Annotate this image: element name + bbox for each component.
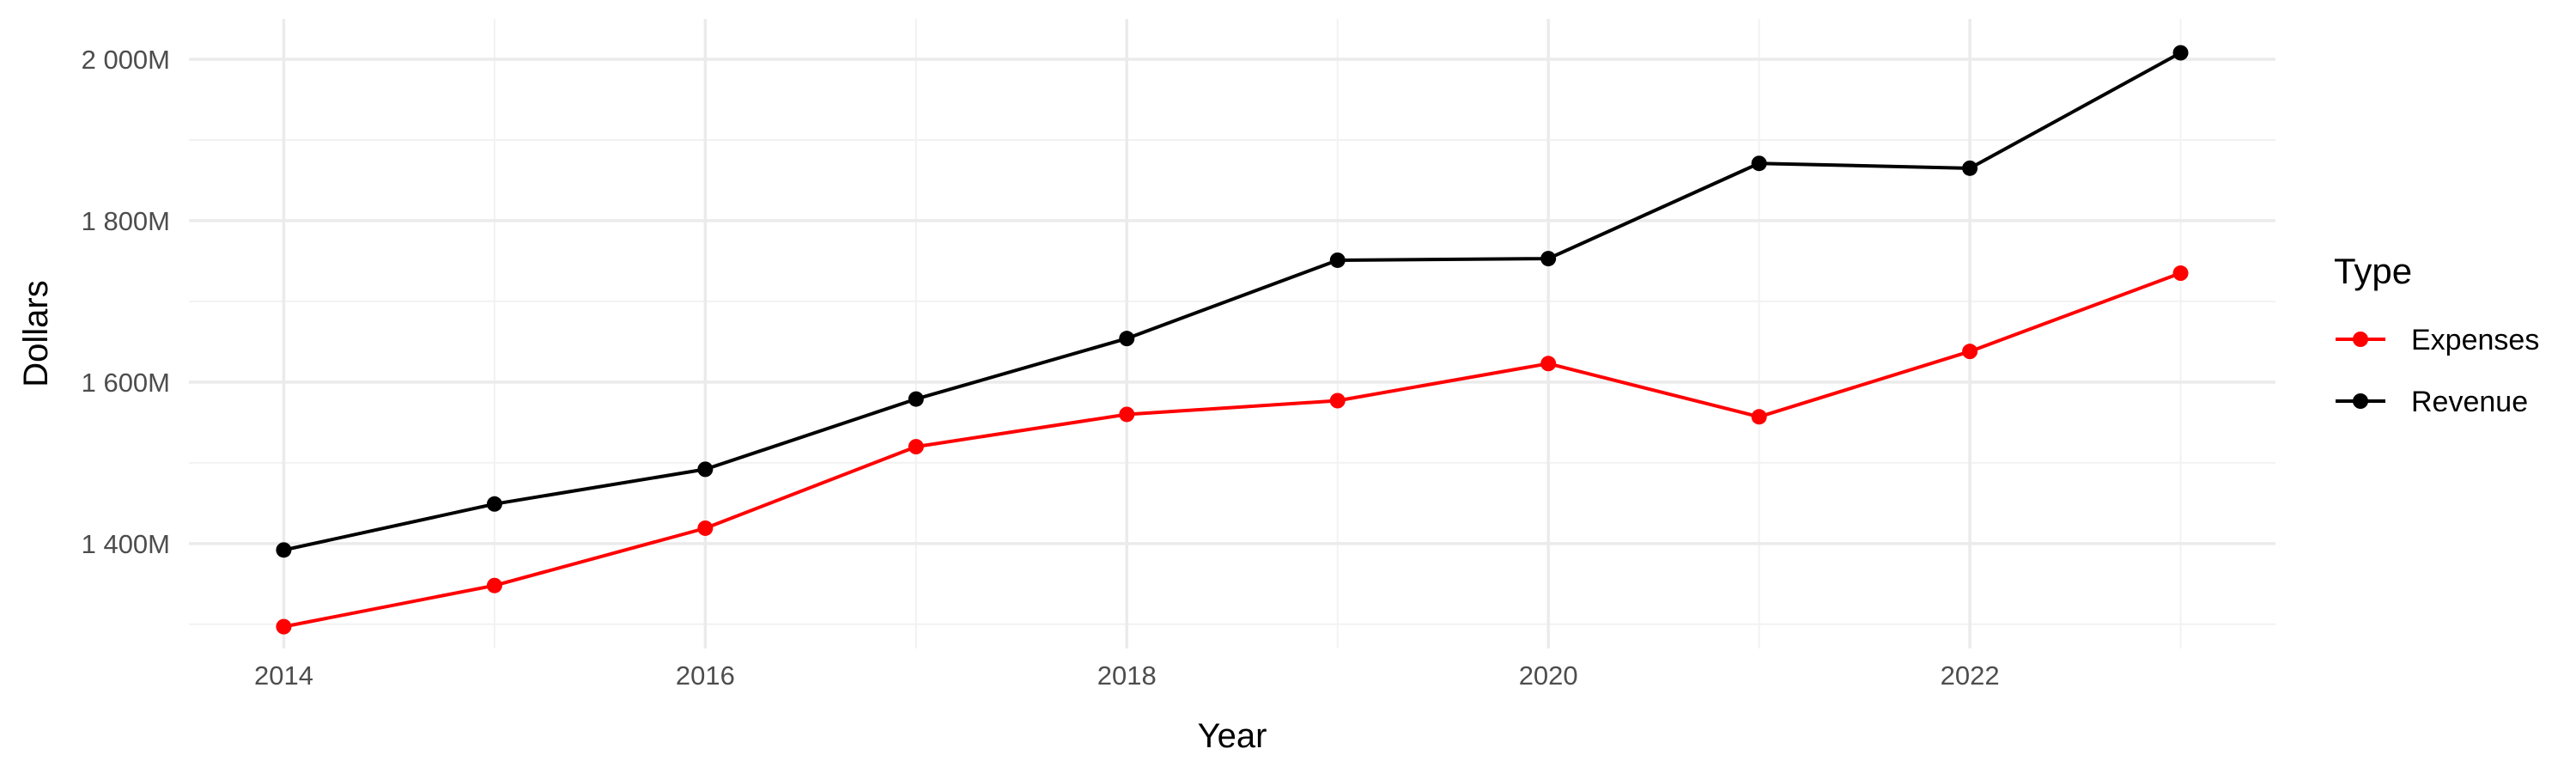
- data-point-expenses: [1751, 409, 1767, 425]
- data-point-expenses: [908, 439, 924, 455]
- y-tick-label: 2 000M: [82, 45, 170, 75]
- data-point-expenses: [276, 618, 292, 635]
- data-point-expenses: [1119, 406, 1135, 423]
- legend: Type Expenses Revenue: [2334, 251, 2539, 418]
- y-tick-label: 1 800M: [82, 206, 170, 236]
- data-point-expenses: [486, 577, 502, 593]
- grid: [189, 19, 2275, 648]
- x-tick-label: 2018: [1097, 660, 1157, 691]
- data-point-expenses: [1540, 356, 1557, 372]
- legend-title: Type: [2334, 251, 2412, 291]
- data-point-expenses: [697, 520, 714, 536]
- data-point-revenue: [2172, 45, 2189, 61]
- y-axis-title: Dollars: [17, 280, 55, 386]
- x-tick-label: 2020: [1519, 660, 1578, 691]
- data-point-revenue: [697, 461, 714, 478]
- data-point-expenses: [1329, 393, 1346, 409]
- legend-label: Expenses: [2411, 324, 2539, 356]
- data-point-expenses: [1962, 344, 1978, 360]
- data-point-revenue: [276, 542, 292, 558]
- legend-label: Revenue: [2411, 386, 2528, 418]
- data-point-revenue: [1329, 252, 1346, 268]
- data-point-revenue: [1119, 331, 1135, 347]
- data-point-expenses: [2172, 265, 2189, 282]
- legend-key-point: [2353, 393, 2368, 409]
- axis-ticks: 2014 2016 2018 2020 2022 1 400M 1 600M 1 800M 2 …: [82, 45, 2000, 691]
- y-tick-label: 1 400M: [82, 529, 170, 559]
- y-tick-label: 1 600M: [82, 368, 170, 398]
- series: [276, 45, 2189, 635]
- data-point-revenue: [1751, 155, 1767, 172]
- legend-key-point: [2353, 332, 2368, 347]
- data-point-revenue: [486, 496, 502, 512]
- x-tick-label: 2016: [676, 660, 735, 691]
- x-axis-title: Year: [1198, 717, 1267, 755]
- series-line-expenses: [283, 271, 2182, 629]
- data-point-revenue: [1962, 160, 1978, 176]
- x-tick-label: 2022: [1941, 660, 2000, 691]
- data-point-revenue: [1540, 251, 1557, 267]
- x-tick-label: 2014: [254, 660, 313, 691]
- data-point-revenue: [908, 391, 924, 407]
- series-line-revenue: [283, 51, 2182, 552]
